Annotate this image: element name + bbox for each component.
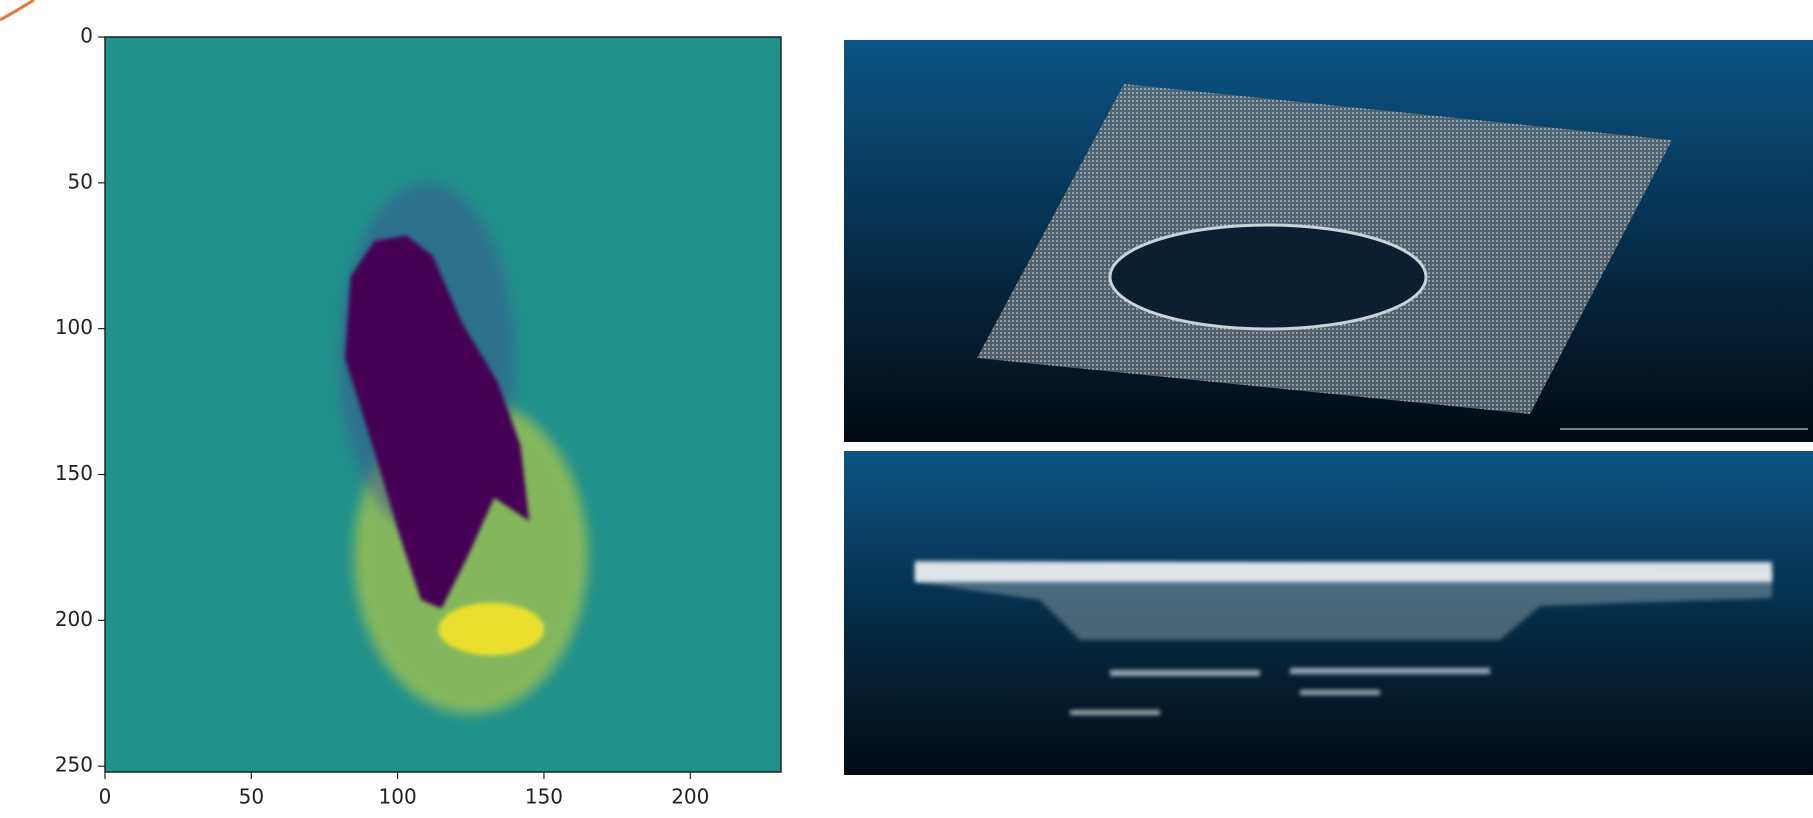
ground-line — [915, 562, 1772, 582]
y-tick-label: 150 — [55, 461, 93, 485]
point-cloud-top-view — [844, 40, 1813, 442]
crater — [1110, 225, 1426, 329]
x-tick-label: 150 — [525, 785, 563, 809]
x-tick-label: 100 — [379, 785, 417, 809]
y-tick-label: 200 — [55, 607, 93, 631]
high-spot — [439, 603, 544, 656]
x-tick-label: 200 — [671, 785, 709, 809]
point-cloud-side-view — [844, 451, 1813, 775]
y-tick-label: 250 — [55, 753, 93, 777]
y-tick-label: 0 — [80, 24, 93, 48]
heatmap — [105, 37, 781, 772]
y-tick-label: 50 — [68, 169, 93, 193]
x-tick-label: 50 — [239, 785, 264, 809]
corner-arc — [0, 0, 34, 20]
y-tick-label: 100 — [55, 315, 93, 339]
page: 050100150200050100150200250 (() => { con… — [0, 0, 1813, 818]
figure: 0 50 100 150 200 0 50 100 150 200 250 — [0, 0, 1813, 818]
x-tick-label: 0 — [99, 785, 112, 809]
